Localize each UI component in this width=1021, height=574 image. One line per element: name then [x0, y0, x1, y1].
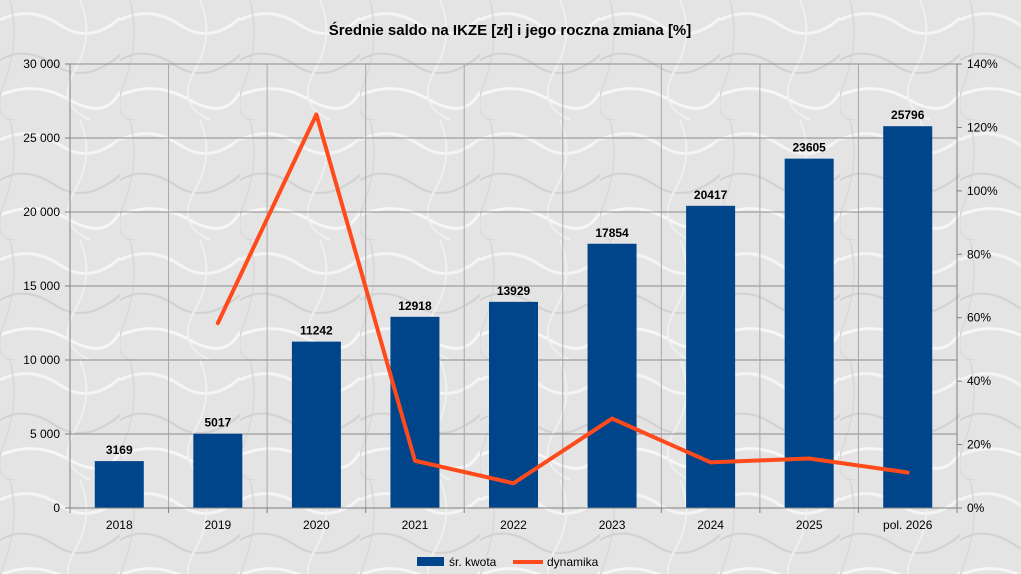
bar-value-label: 13929 [497, 284, 531, 298]
bar [390, 316, 440, 508]
bar-value-label: 20417 [694, 188, 728, 202]
y-left-tick-label: 20 000 [23, 205, 60, 219]
x-tick-label: 2022 [500, 518, 527, 532]
bar-value-label: 23605 [792, 141, 826, 155]
y-left-tick-label: 15 000 [23, 279, 60, 293]
bar-value-label: 25796 [891, 108, 925, 122]
chart-title: Średnie saldo na IKZE [zł] i jego roczna… [329, 21, 692, 39]
y-left-tick-label: 30 000 [23, 57, 60, 71]
legend-swatch-bar [417, 557, 444, 566]
x-tick-label: 2018 [106, 518, 133, 532]
bar-value-label: 3169 [106, 443, 133, 457]
y-right-tick-label: 60% [967, 311, 991, 325]
bar [489, 301, 538, 508]
y-right-tick-label: 0% [967, 501, 985, 515]
bar [587, 243, 637, 508]
legend-label-bar: śr. kwota [449, 555, 497, 569]
bar [883, 126, 933, 508]
y-left-tick-label: 25 000 [23, 131, 60, 145]
bar [193, 433, 243, 508]
y-right-tick-label: 140% [967, 57, 998, 71]
y-right-tick-label: 80% [967, 247, 991, 261]
x-tick-label: 2020 [303, 518, 330, 532]
x-tick-label: 2019 [204, 518, 231, 532]
y-left-tick-label: 10 000 [23, 353, 60, 367]
bar [94, 461, 144, 508]
line-series-dynamika [215, 112, 910, 486]
y-left-tick-label: 5 000 [30, 427, 60, 441]
x-tick-label: 2025 [796, 518, 823, 532]
bar-value-label: 17854 [595, 226, 629, 240]
bar [291, 341, 341, 508]
x-tick-label: 2021 [402, 518, 429, 532]
x-tick-label: pol. 2026 [883, 518, 933, 532]
y-right-tick-label: 20% [967, 438, 991, 452]
bar [784, 158, 834, 508]
bar-value-label: 11242 [300, 324, 333, 338]
y-right-tick-label: 40% [967, 374, 991, 388]
bar [686, 205, 736, 508]
x-tick-label: 2024 [697, 518, 724, 532]
bar-value-label: 5017 [204, 416, 231, 430]
y-right-tick-label: 120% [967, 120, 998, 134]
x-tick-label: 2023 [599, 518, 626, 532]
legend-label-line: dynamika [547, 555, 599, 569]
y-right-tick-label: 100% [967, 184, 998, 198]
bar-value-label: 12918 [398, 299, 432, 313]
y-left-tick-label: 0 [53, 501, 60, 515]
